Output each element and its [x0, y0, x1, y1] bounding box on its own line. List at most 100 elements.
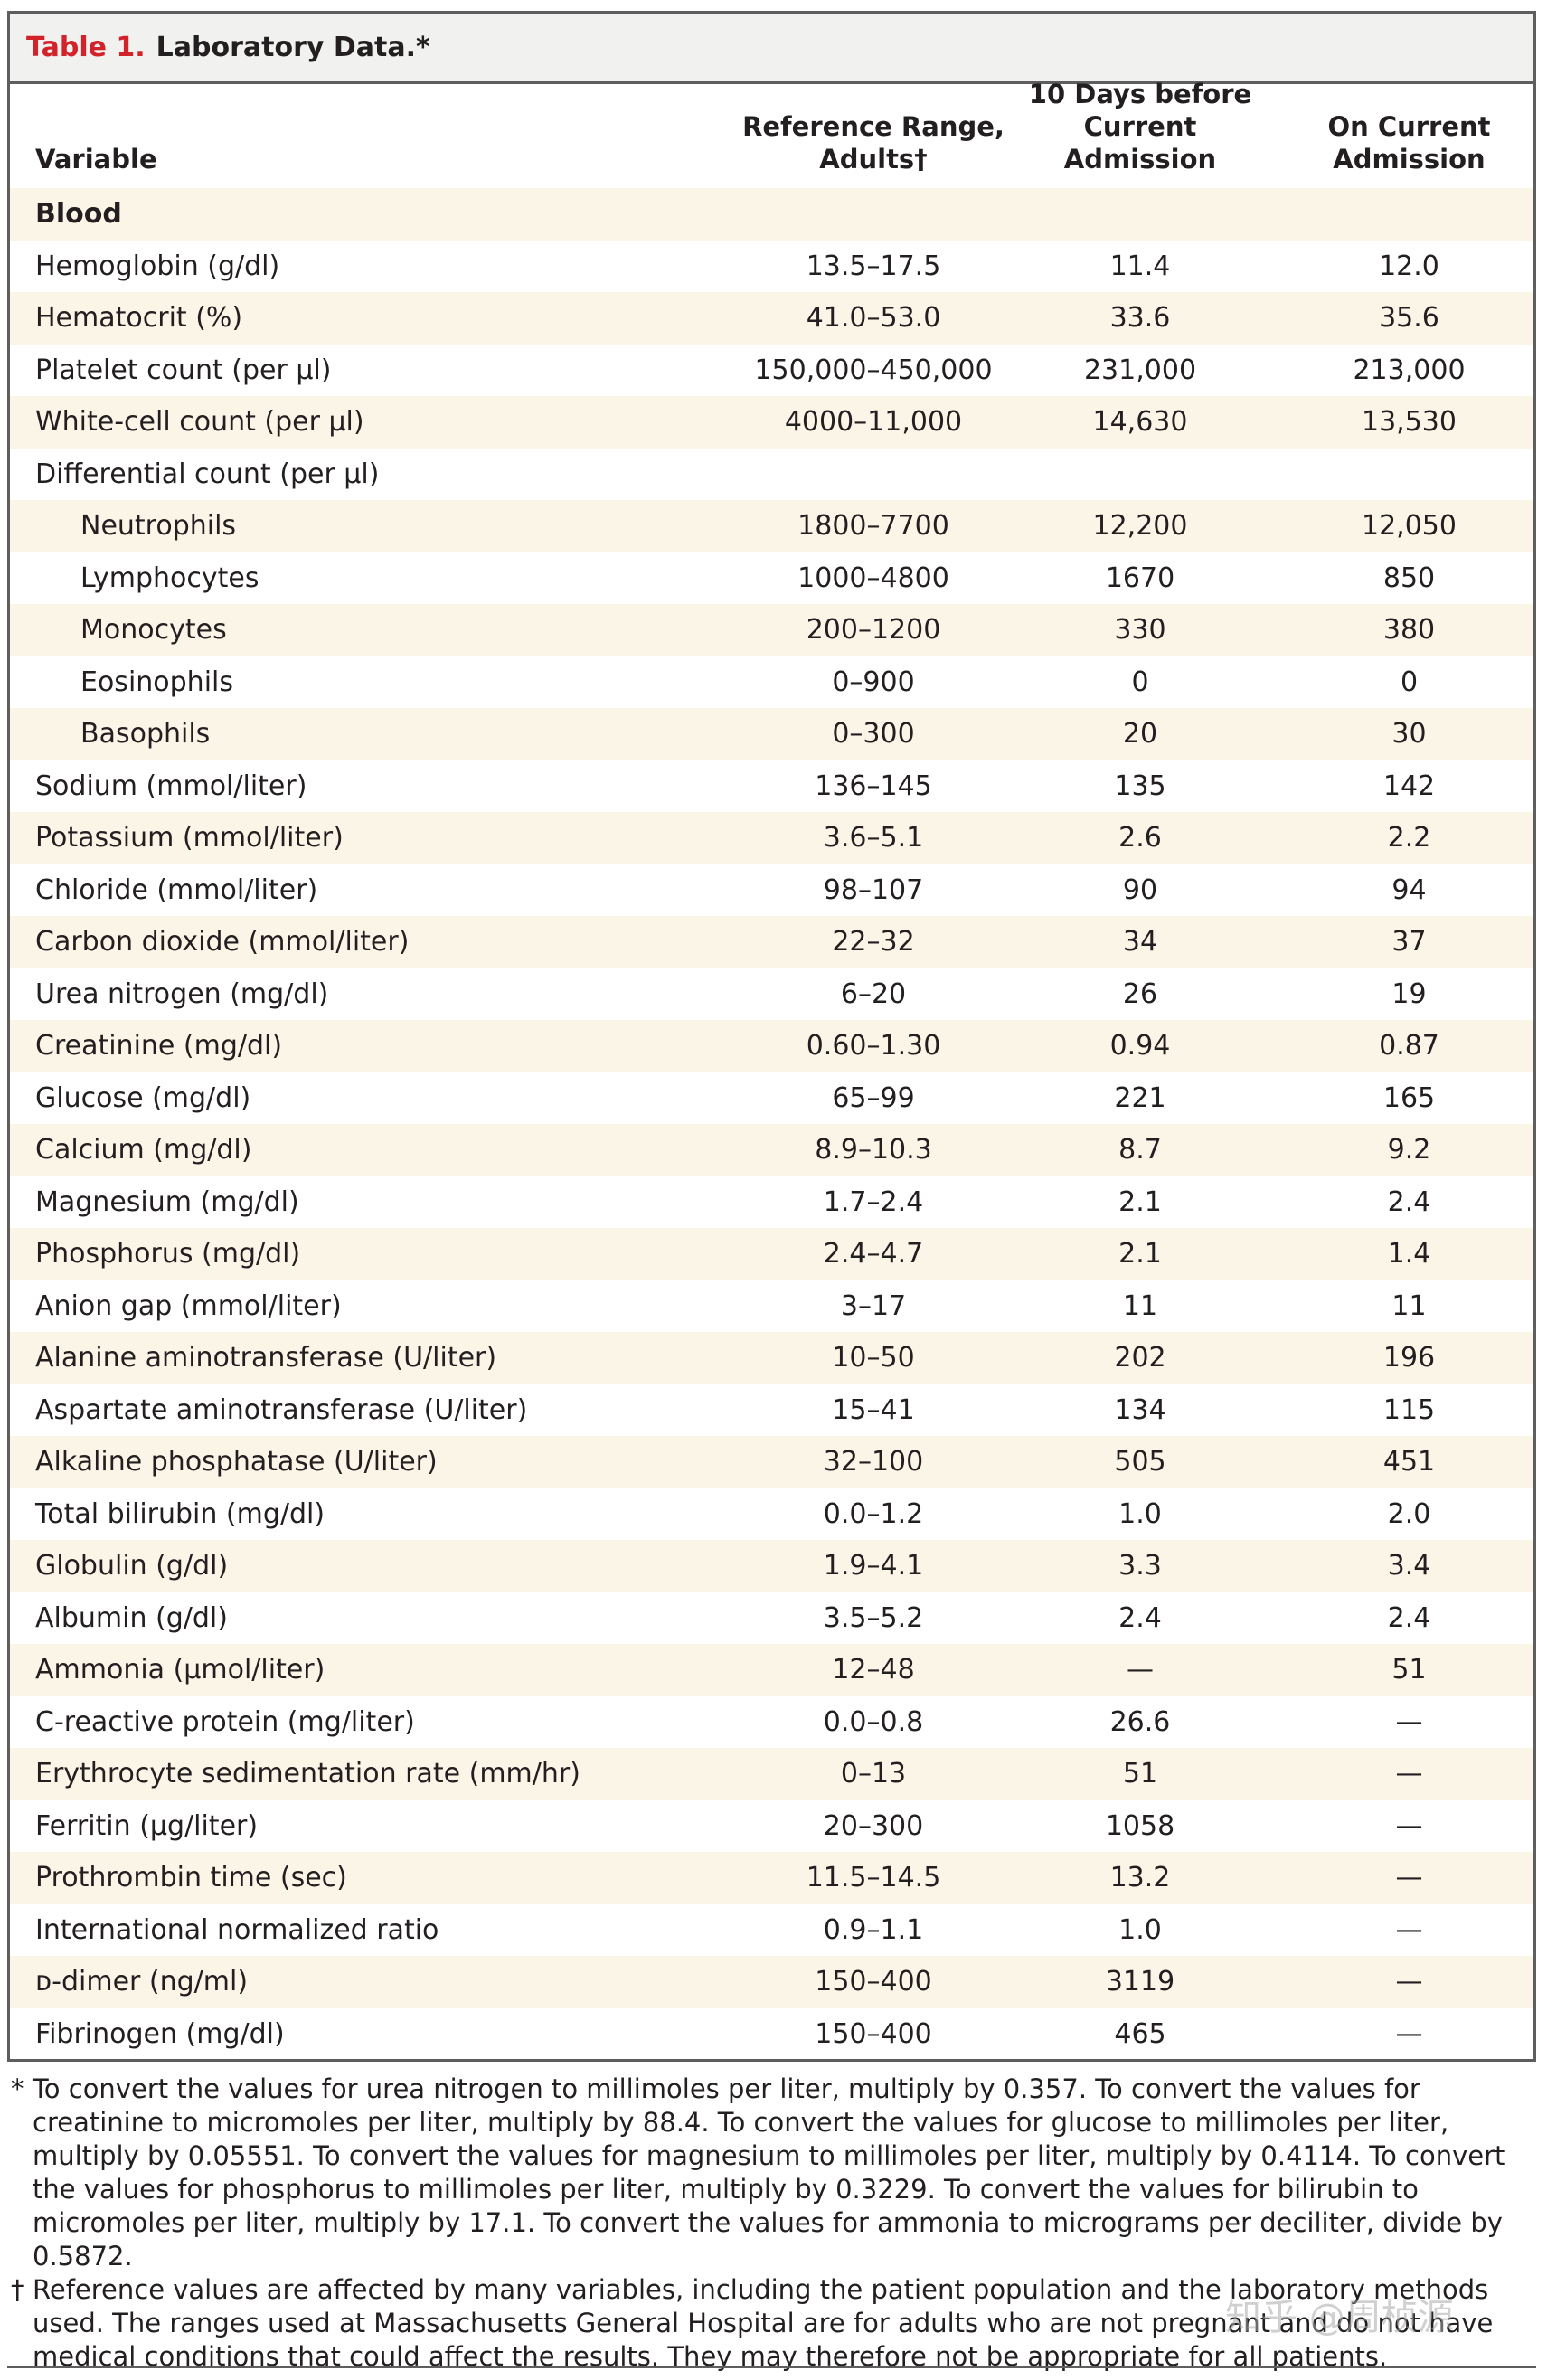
table-row: Fibrinogen (mg/dl) 150–400 465 —	[10, 2008, 1533, 2061]
cell-10-days-before	[1005, 449, 1276, 501]
table-row: Calcium (mg/dl) 8.9–10.3 8.7 9.2	[10, 1124, 1533, 1176]
cell-reference-range: 3.5–5.2	[823, 1601, 924, 1634]
table-row: Monocytes 200–1200 330 380	[10, 604, 1533, 656]
cell-10-days-before: 90	[1122, 874, 1158, 906]
cell-reference-range: 65–99	[832, 1081, 915, 1114]
table-row: White-cell count (per μl) 4000–11,000 14,6…	[10, 396, 1533, 449]
cell-on-current-admission: —	[1395, 2017, 1423, 2050]
table-row: Alanine aminotransferase (U/liter) 10–50 2…	[10, 1332, 1533, 1384]
table-row: C-reactive protein (mg/liter) 0.0–0.8 26.6…	[10, 1696, 1533, 1749]
table-row: Lymphocytes 1000–4800 1670 850	[10, 552, 1533, 605]
cell-variable: Basophils	[80, 718, 211, 750]
table-row: Differential count (per μl)	[10, 449, 1533, 501]
table-title-bar: Table 1. Laboratory Data.*	[10, 14, 1533, 84]
cell-10-days-before: 20	[1122, 718, 1158, 750]
table-row: Alkaline phosphatase (U/liter) 32–100 505 4…	[10, 1436, 1533, 1488]
cell-10-days-before: 135	[1114, 770, 1166, 802]
cell-10-days-before: 26	[1122, 978, 1158, 1010]
cell-on-current-admission: 142	[1382, 770, 1436, 802]
cell-10-days-before: 202	[1114, 1342, 1166, 1374]
cell-on-current-admission: 35.6	[1379, 302, 1439, 334]
table-row: Prothrombin time (sec) 11.5–14.5 13.2 —	[10, 1852, 1533, 1904]
cell-10-days-before: 26.6	[1109, 1705, 1171, 1738]
table-row: Chloride (mmol/liter) 98–107 90 94	[10, 864, 1533, 917]
cell-on-current-admission: 0.87	[1379, 1030, 1439, 1062]
footnote-mark: *	[11, 2073, 24, 2104]
cell-reference-range: 200–1200	[806, 614, 941, 646]
cell-reference-range: 8.9–10.3	[815, 1134, 932, 1166]
cell-on-current-admission: 12,050	[1362, 510, 1457, 542]
cell-variable: Globulin (g/dl)	[35, 1550, 229, 1582]
cell-variable: Sodium (mmol/liter)	[35, 770, 307, 802]
header-variable: Variable	[35, 144, 157, 175]
table-row: Urea nitrogen (mg/dl) 6–20 26 19	[10, 968, 1533, 1021]
cell-10-days-before: 3119	[1105, 1966, 1175, 1998]
cell-reference-range: 1800–7700	[797, 510, 949, 542]
watermark: 知乎 @周桢源	[1225, 2297, 1454, 2338]
cell-reference-range: 150–400	[815, 2017, 932, 2050]
cell-variable: Ammonia (μmol/liter)	[35, 1654, 325, 1686]
header-10-days-before: 10 Days before Current Admission	[1028, 79, 1252, 175]
cell-10-days-before: 33.6	[1109, 302, 1171, 334]
cell-reference-range: 0.9–1.1	[823, 1913, 924, 1946]
cell-10-days-before: 330	[1114, 614, 1166, 646]
cell-variable: Aspartate aminotransferase (U/liter)	[35, 1393, 528, 1426]
cell-on-current-admission: 451	[1382, 1446, 1436, 1478]
cell-variable: ᴅ-dimer (ng/ml)	[35, 1966, 249, 1998]
cell-10-days-before: 1058	[1105, 1809, 1175, 1842]
cell-on-current-admission: 0	[1400, 666, 1419, 698]
cell-on-current-admission: 2.4	[1387, 1185, 1431, 1218]
cell-reference-range: 3–17	[840, 1289, 907, 1322]
cell-reference-range: 0–300	[832, 718, 915, 750]
cell-reference-range: 150,000–450,000	[754, 354, 993, 386]
cell-on-current-admission: 850	[1382, 562, 1436, 594]
footnote-conversion: * To convert the values for urea nitroge…	[11, 2073, 1539, 2273]
cell-on-current-admission: 165	[1382, 1081, 1436, 1114]
cell-10-days-before: 13.2	[1109, 1862, 1171, 1894]
cell-reference-range: 98–107	[823, 874, 924, 906]
cell-10-days-before	[1005, 188, 1276, 241]
table-row: Globulin (g/dl) 1.9–4.1 3.3 3.4	[10, 1540, 1533, 1592]
cell-on-current-admission: 19	[1391, 978, 1427, 1010]
cell-10-days-before: 11	[1122, 1289, 1158, 1322]
cell-variable: Fibrinogen (mg/dl)	[35, 2017, 285, 2050]
cell-reference-range: 10–50	[832, 1342, 915, 1374]
cell-reference-range: 0.0–0.8	[823, 1705, 924, 1738]
cell-on-current-admission: 2.4	[1387, 1601, 1431, 1634]
cell-on-current-admission: 51	[1391, 1654, 1427, 1686]
table-row: International normalized ratio 0.9–1.1 1.0…	[10, 1904, 1533, 1957]
cell-on-current-admission: 30	[1391, 718, 1427, 750]
cell-10-days-before: 1670	[1105, 562, 1175, 594]
table-row: Hematocrit (%) 41.0–53.0 33.6 35.6	[10, 292, 1533, 345]
cell-on-current-admission: 9.2	[1387, 1134, 1431, 1166]
table-row: Total bilirubin (mg/dl) 0.0–1.2 1.0 2.0	[10, 1488, 1533, 1541]
cell-10-days-before: 505	[1114, 1446, 1166, 1478]
cell-on-current-admission: 2.2	[1387, 822, 1431, 854]
table-row: ᴅ-dimer (ng/ml) 150–400 3119 —	[10, 1956, 1533, 2008]
cell-reference-range: 20–300	[823, 1809, 924, 1842]
table-row: Basophils 0–300 20 30	[10, 708, 1533, 760]
cell-variable: Erythrocyte sedimentation rate (mm/hr)	[35, 1758, 580, 1790]
cell-10-days-before: 231,000	[1083, 354, 1197, 386]
cell-variable: Lymphocytes	[80, 562, 259, 594]
cell-reference-range: 6–20	[840, 978, 907, 1010]
cell-on-current-admission: —	[1395, 1758, 1423, 1790]
cell-reference-range: 0–13	[840, 1758, 907, 1790]
cell-on-current-admission: 94	[1391, 874, 1427, 906]
cell-reference-range: 41.0–53.0	[806, 302, 941, 334]
cell-variable: Total bilirubin (mg/dl)	[35, 1497, 325, 1530]
cell-10-days-before: —	[1127, 1654, 1154, 1686]
cell-10-days-before: 8.7	[1118, 1134, 1162, 1166]
table-row: Ammonia (μmol/liter) 12–48 — 51	[10, 1644, 1533, 1696]
bottom-rule	[7, 2366, 1536, 2368]
table-row: Neutrophils 1800–7700 12,200 12,050	[10, 500, 1533, 552]
table-row: Phosphorus (mg/dl) 2.4–4.7 2.1 1.4	[10, 1228, 1533, 1280]
cell-reference-range: 1.9–4.1	[823, 1550, 924, 1582]
cell-reference-range: 1000–4800	[797, 562, 949, 594]
cell-variable: Prothrombin time (sec)	[35, 1862, 347, 1894]
table-row: Potassium (mmol/liter) 3.6–5.1 2.6 2.2	[10, 812, 1533, 864]
cell-reference-range: 12–48	[832, 1654, 915, 1686]
cell-10-days-before: 0.94	[1109, 1030, 1171, 1062]
cell-on-current-admission	[1276, 188, 1542, 241]
cell-variable: Hematocrit (%)	[35, 302, 243, 334]
